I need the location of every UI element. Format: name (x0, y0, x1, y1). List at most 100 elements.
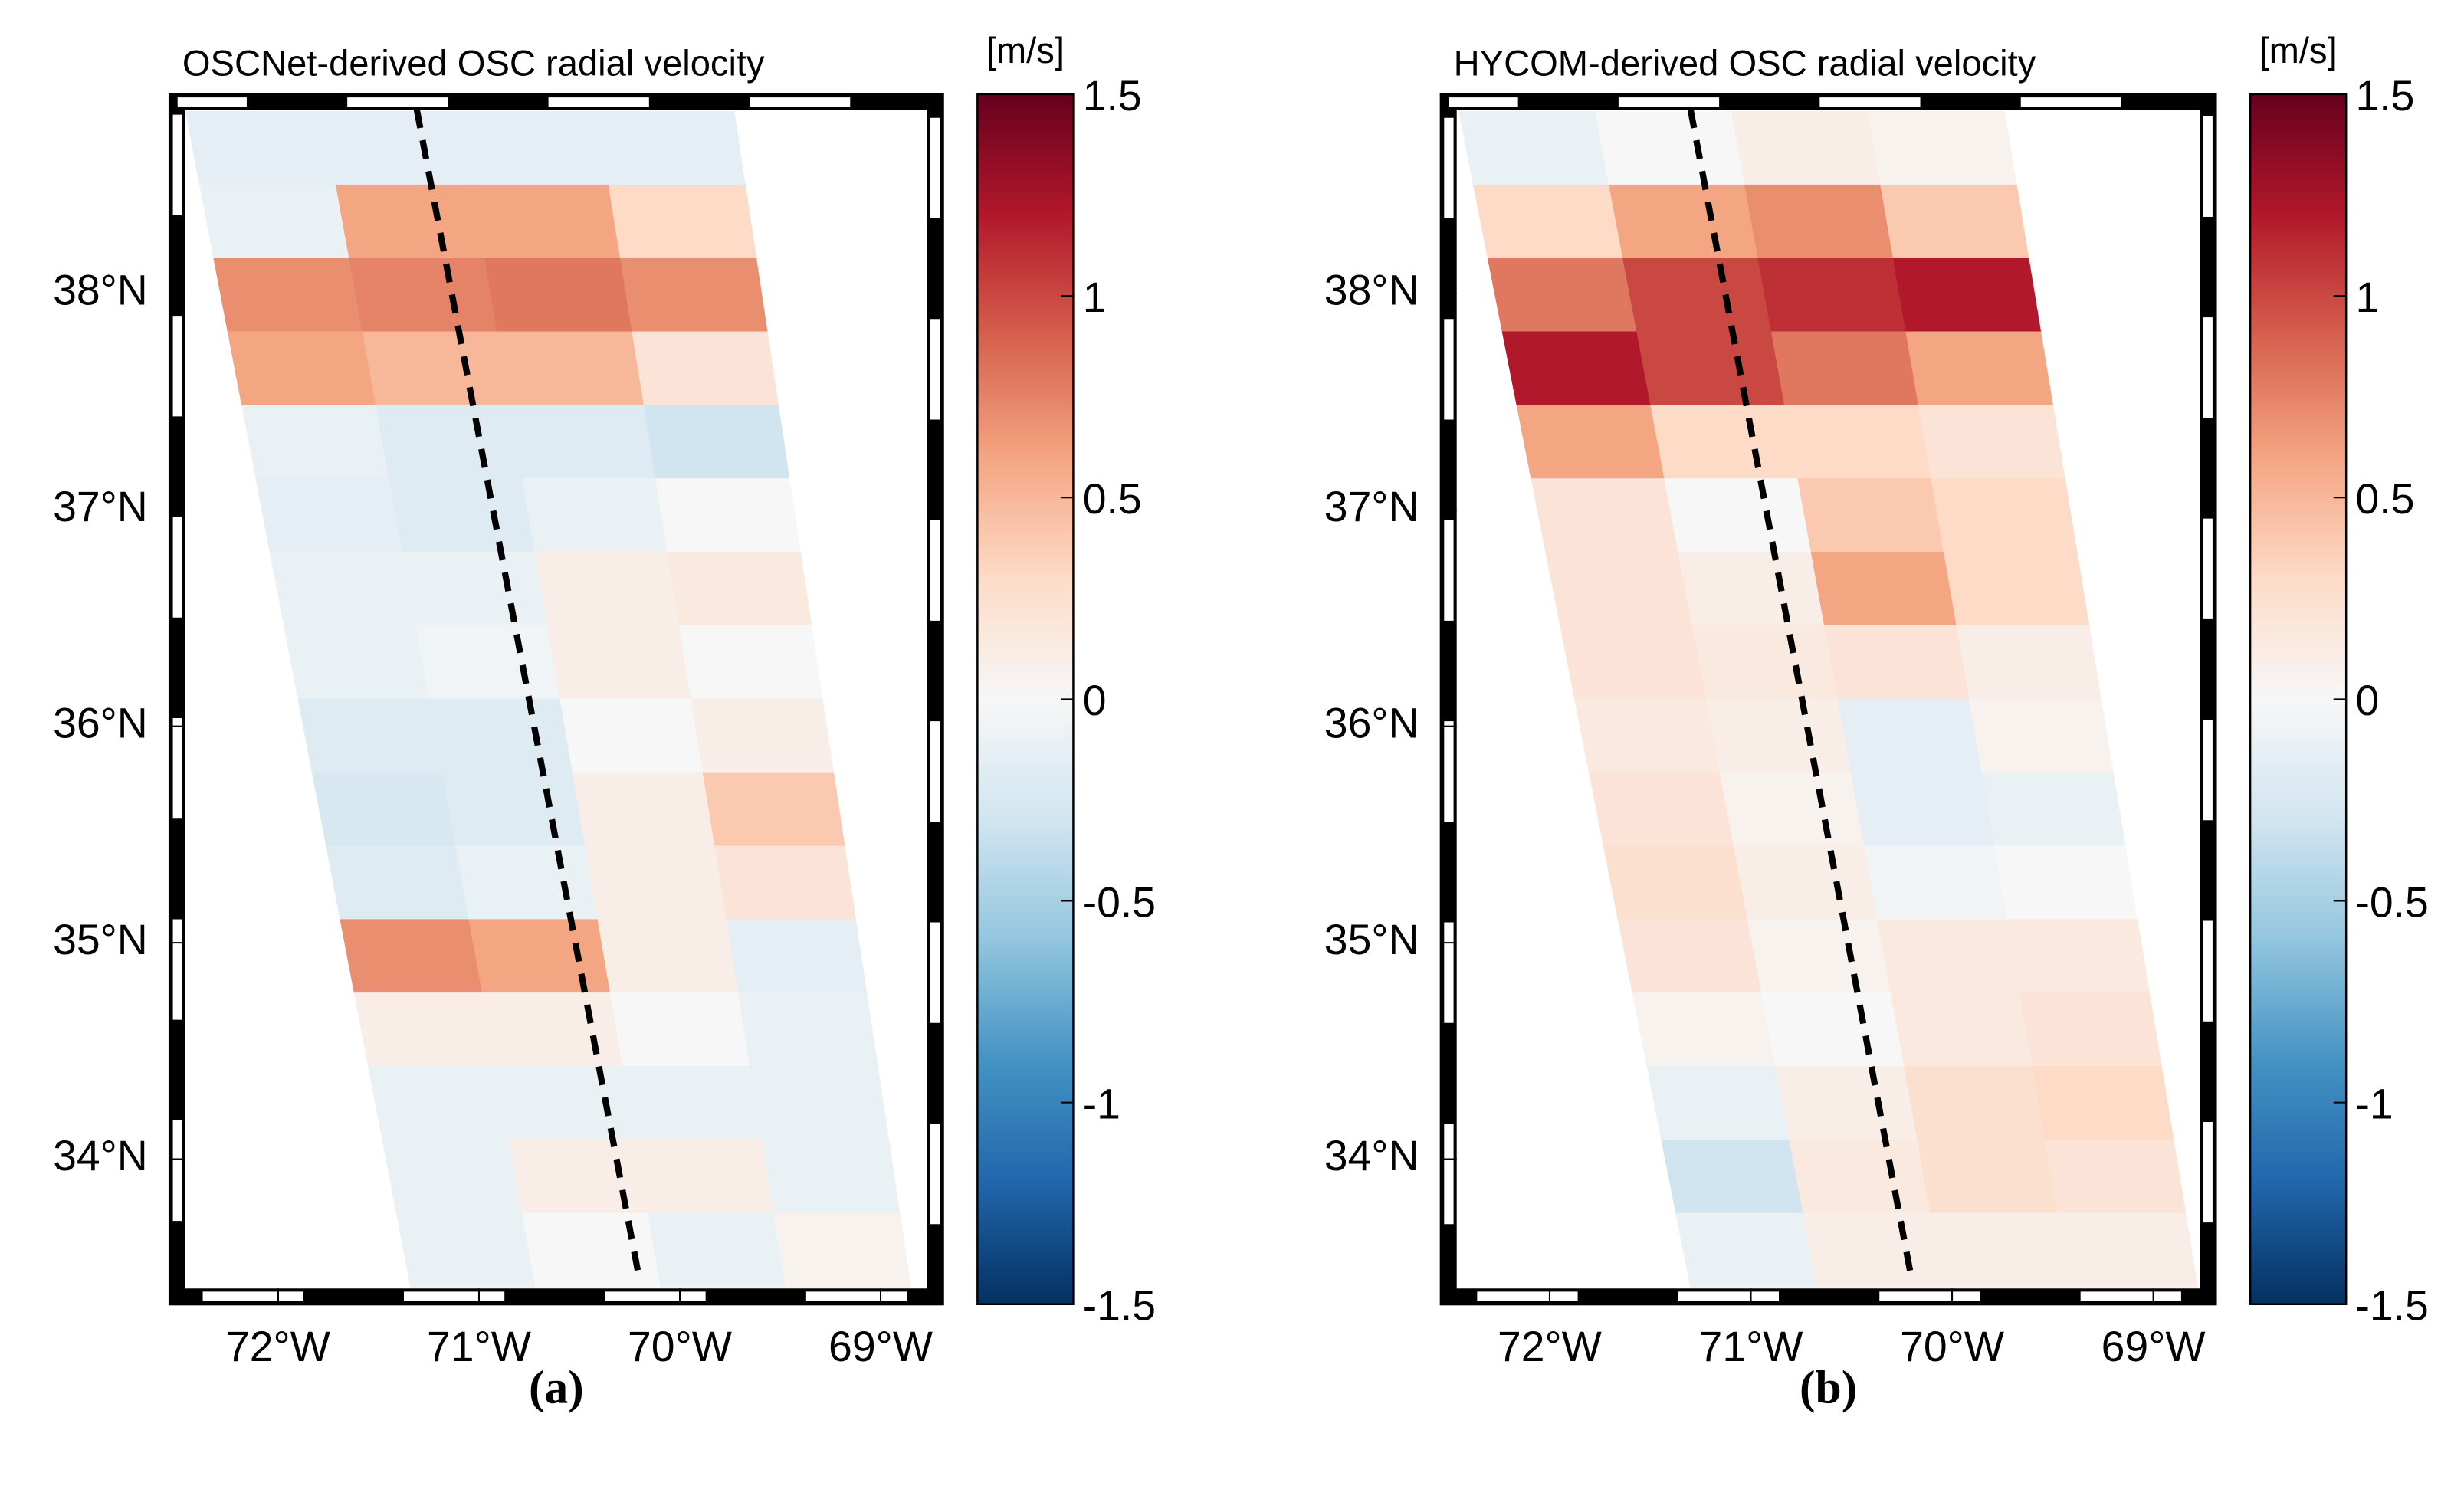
heat-cell (2057, 1212, 2199, 1288)
heat-cell (402, 552, 549, 627)
panel-title: OSCNet-derived OSC radial velocity (182, 43, 765, 84)
colorbar-tick-label: -1 (2355, 1080, 2393, 1127)
heat-cell (484, 258, 633, 333)
heat-cell (455, 845, 599, 920)
heat-cell (609, 992, 751, 1068)
heat-cell (1705, 698, 1852, 773)
heat-cell (1458, 110, 1610, 186)
panel-title: HYCOM-derived OSC radial velocity (1454, 43, 2036, 84)
y-tick-label: 36°N (53, 699, 148, 746)
heat-cell (1574, 698, 1721, 773)
heat-cell (635, 1139, 775, 1214)
heat-cell (1903, 1066, 2046, 1141)
heat-cell (585, 845, 727, 920)
colorbar-label: [m/s] (986, 30, 1065, 71)
colorbar-tick-label: 0 (1083, 677, 1107, 724)
x-tick-label: 69°W (828, 1323, 933, 1370)
heat-cell (1810, 552, 1957, 627)
heat-cell (1678, 552, 1826, 627)
colorbar-tick-label: 1 (2355, 274, 2379, 321)
x-tick-label: 69°W (2101, 1323, 2206, 1370)
colorbar-tick-label: -0.5 (2355, 878, 2428, 926)
y-tick-label: 38°N (53, 266, 148, 313)
map-outline (168, 93, 944, 1306)
heat-cell (311, 772, 457, 847)
x-tick-label: 70°W (1900, 1323, 2005, 1370)
heat-cell (1719, 772, 1865, 847)
colorbar-tick-label: -0.5 (1083, 878, 1156, 926)
heat-cell (678, 625, 823, 700)
map-frame-pattern (172, 97, 940, 1301)
heat-cell (1664, 478, 1813, 553)
heat-cell (1560, 625, 1708, 700)
colorbar-tick-label: 1.5 (2355, 72, 2414, 120)
x-tick-label: 70°W (628, 1323, 733, 1370)
x-tick-label: 71°W (427, 1323, 532, 1370)
heat-cell (632, 331, 779, 406)
heat-cell (1797, 478, 1945, 553)
heat-cell (1603, 845, 1749, 920)
y-tick-label: 36°N (1324, 699, 1419, 746)
heat-cell (608, 184, 757, 259)
heat-cell (1622, 258, 1773, 333)
track-line (413, 109, 643, 1281)
heat-cell (619, 258, 768, 333)
heat-cell (714, 845, 856, 920)
map-frame-pattern (1444, 97, 2213, 1301)
heat-cell (322, 110, 474, 186)
heat-cell (1516, 405, 1665, 480)
heat-cell (726, 919, 868, 994)
heat-cell (622, 1066, 763, 1141)
colorbar-tick-label: -1.5 (1083, 1282, 1156, 1330)
heat-cell (521, 1212, 661, 1288)
heat-cell (1744, 184, 1895, 259)
heat-cell (1609, 184, 1759, 259)
heat-cell (2045, 1139, 2187, 1214)
heat-cell (2032, 1066, 2174, 1141)
heat-cell (1824, 625, 1970, 700)
heat-cell (509, 405, 657, 480)
heat-cell (648, 1212, 786, 1288)
heat-cell (368, 1066, 510, 1141)
heat-cell (297, 698, 444, 773)
heat-cell (495, 1066, 637, 1141)
heat-cell (773, 1212, 912, 1288)
colorbar-tick-label: 1.5 (1083, 72, 1142, 120)
map-outline (1439, 93, 2217, 1306)
heat-cell (1867, 110, 2017, 186)
heat-cell (269, 552, 417, 627)
colorbar-tick-label: -1.5 (2355, 1282, 2428, 1330)
heat-cell (375, 405, 523, 480)
colorbar-tick-label: 0.5 (2355, 475, 2414, 523)
heat-cell (1956, 625, 2102, 700)
heat-cell (1731, 110, 1882, 186)
y-tick-label: 34°N (1324, 1132, 1419, 1179)
heat-cell (691, 698, 835, 773)
panel-caption: (b) (1800, 1362, 1857, 1414)
heat-cell (1803, 1212, 1945, 1288)
heat-cell (597, 919, 740, 994)
heat-cell (1905, 331, 2054, 406)
heat-cell (1981, 772, 2126, 847)
heat-cell (1943, 552, 2090, 627)
heat-cell (1757, 258, 1907, 333)
heat-cell (241, 405, 390, 480)
heat-cell (1880, 184, 2029, 259)
heat-cell (1930, 1212, 2072, 1288)
y-tick-label: 34°N (53, 1132, 148, 1179)
heat-cell (1487, 258, 1638, 333)
heat-cell (349, 258, 498, 333)
heat-cell (481, 992, 624, 1068)
heat-cell (1784, 405, 1932, 480)
heat-cell (415, 625, 561, 700)
heat-cell (441, 772, 586, 847)
heat-cell (497, 331, 645, 406)
y-tick-label: 35°N (1324, 916, 1419, 963)
heat-cell (340, 919, 484, 994)
heat-cell (761, 1139, 901, 1214)
heat-cell (2006, 919, 2151, 994)
heat-cell (1531, 478, 1679, 553)
heat-cell (1472, 184, 1624, 259)
heat-cell (534, 552, 681, 627)
heat-cell (1789, 1139, 1931, 1214)
